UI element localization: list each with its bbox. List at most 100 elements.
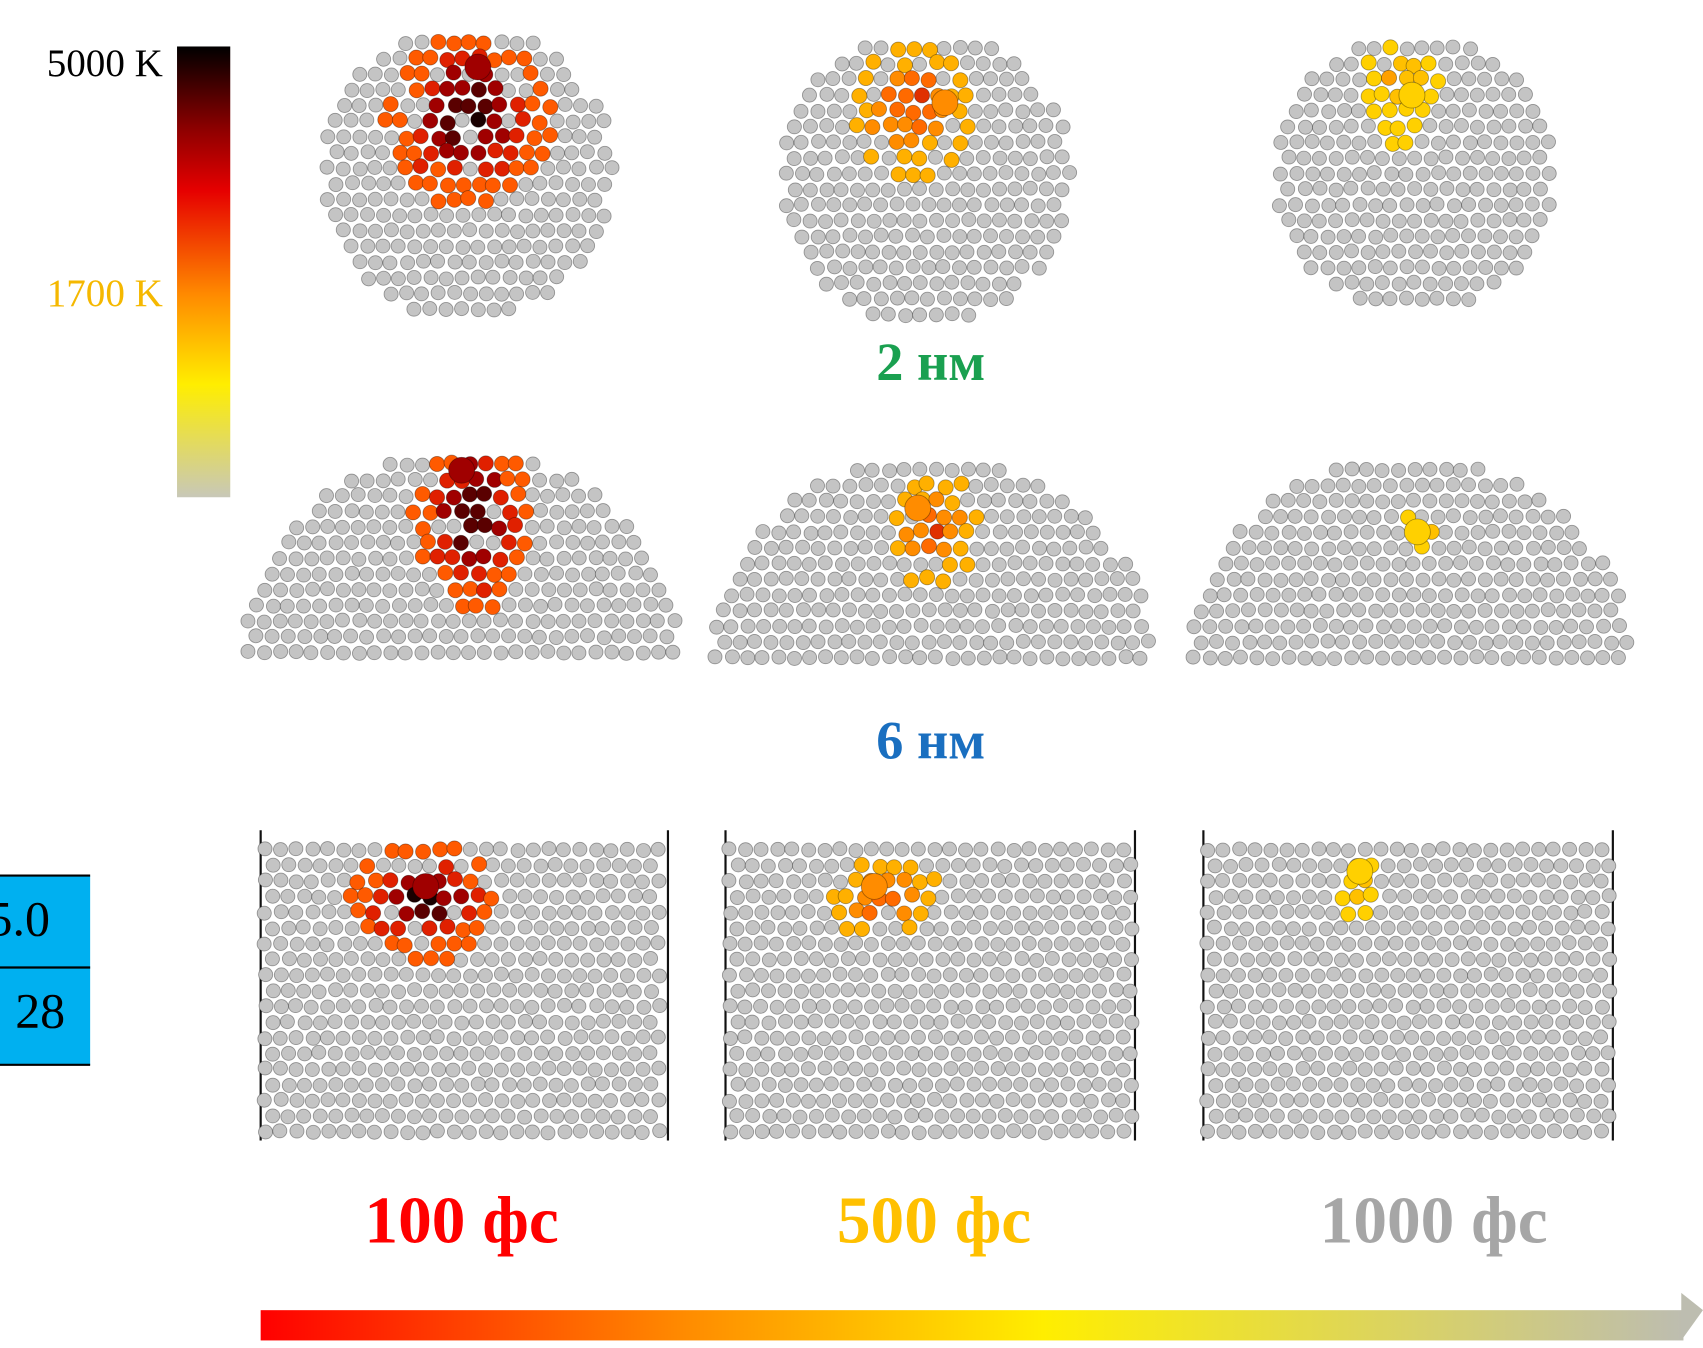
atom — [557, 1093, 571, 1107]
atom — [1478, 72, 1492, 86]
atom — [1570, 1015, 1584, 1029]
atom — [1328, 652, 1342, 666]
atom — [525, 1031, 539, 1045]
atom — [439, 984, 453, 998]
atom — [962, 213, 976, 227]
atom — [447, 1032, 461, 1046]
atom — [802, 493, 816, 507]
atom — [1404, 843, 1418, 857]
atom — [1322, 542, 1336, 556]
hot-atom — [897, 906, 912, 921]
atom — [1343, 587, 1357, 601]
atom — [352, 583, 366, 597]
atom — [974, 968, 988, 982]
atom — [1070, 1093, 1084, 1107]
atom — [526, 1062, 540, 1076]
atom — [1439, 556, 1453, 570]
atom — [1406, 968, 1420, 982]
atom — [977, 245, 991, 259]
atom — [360, 207, 374, 221]
atom — [565, 598, 579, 612]
atom — [820, 589, 834, 603]
atom — [1516, 968, 1530, 982]
atom — [785, 842, 799, 856]
atom — [1389, 1126, 1403, 1140]
atom — [581, 1109, 595, 1123]
atom — [801, 904, 815, 918]
atom — [550, 270, 564, 284]
atom — [1421, 1031, 1435, 1045]
atom — [1438, 619, 1452, 633]
atom — [1499, 968, 1513, 982]
atom — [1369, 199, 1383, 213]
atom — [984, 636, 998, 650]
atom — [1336, 72, 1350, 86]
atom — [1290, 166, 1304, 180]
hot-atom — [898, 117, 913, 132]
hot-atom — [453, 565, 468, 580]
atom — [1408, 181, 1422, 195]
atom — [967, 920, 981, 934]
atom — [479, 1125, 493, 1139]
atom — [1478, 542, 1492, 556]
hot-atom — [448, 583, 463, 598]
atom — [722, 842, 736, 856]
atom — [835, 150, 849, 164]
atom — [1351, 1108, 1365, 1122]
atom — [1015, 889, 1029, 903]
hot-atom — [943, 524, 958, 539]
atom — [534, 859, 548, 873]
atom — [1241, 603, 1255, 617]
table-cell: 28 — [15, 984, 65, 1039]
atom — [866, 245, 880, 259]
atom — [352, 1061, 366, 1075]
atom — [1234, 556, 1248, 570]
atom — [525, 582, 539, 596]
atom — [1224, 952, 1238, 966]
atom — [525, 1125, 539, 1139]
atom — [1302, 922, 1316, 936]
atom — [780, 136, 794, 150]
atom — [974, 905, 988, 919]
atom — [1495, 72, 1509, 86]
atom — [549, 1047, 563, 1061]
hot-atom — [922, 135, 937, 150]
atom — [1431, 604, 1445, 618]
atom — [785, 1063, 799, 1077]
atom — [1493, 635, 1507, 649]
atom — [992, 120, 1006, 134]
atom — [1455, 244, 1469, 258]
atom — [651, 1030, 665, 1044]
atom — [1594, 1094, 1608, 1108]
atom — [368, 967, 382, 981]
hot-atom — [854, 921, 869, 936]
atom — [1023, 181, 1037, 195]
atom — [1384, 573, 1398, 587]
atom — [463, 842, 477, 856]
atom — [1517, 182, 1531, 196]
atom — [446, 614, 460, 628]
atom — [1108, 891, 1122, 905]
atom — [850, 464, 864, 478]
atom — [905, 636, 919, 650]
hot-atom — [1383, 40, 1398, 55]
atom — [454, 629, 468, 643]
hot-atom — [420, 534, 435, 549]
atom — [494, 904, 508, 918]
atom — [1525, 604, 1539, 618]
atom — [984, 260, 998, 274]
atom — [1556, 1015, 1570, 1029]
atom — [572, 489, 586, 503]
atom — [1539, 1047, 1553, 1061]
atom — [1288, 509, 1302, 523]
atom — [1278, 1063, 1292, 1077]
atom — [494, 1126, 508, 1140]
atom — [1578, 904, 1592, 918]
atom — [448, 255, 462, 269]
atom — [488, 240, 502, 254]
atom — [969, 71, 983, 85]
atom — [1503, 213, 1517, 227]
atom — [280, 568, 294, 582]
atom — [1304, 103, 1318, 117]
atom — [470, 1047, 484, 1061]
